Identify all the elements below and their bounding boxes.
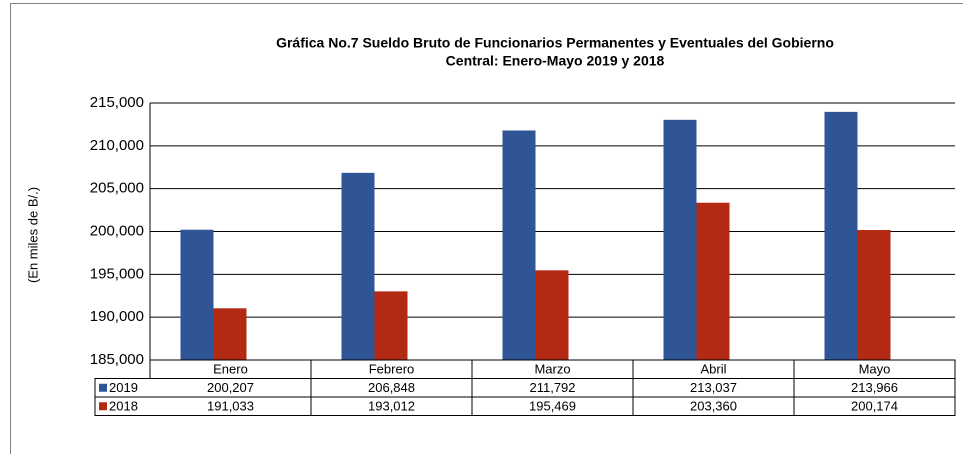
bar <box>180 229 214 360</box>
bar <box>696 202 730 360</box>
bar <box>374 291 408 360</box>
y-tick-label: 185,000 <box>90 351 144 368</box>
table-value: 191,033 <box>207 399 254 414</box>
legend-swatch <box>99 402 107 411</box>
x-tick-label: Enero <box>213 362 248 377</box>
y-tick-label: 205,000 <box>90 180 144 197</box>
bar <box>341 172 375 360</box>
chart-border <box>10 3 963 454</box>
x-tick-label: Abril <box>700 362 726 377</box>
bar <box>535 270 569 360</box>
table-value: 200,174 <box>851 399 898 414</box>
x-tick-label: Marzo <box>534 362 570 377</box>
y-tick-label: 200,000 <box>90 222 144 239</box>
table-value: 213,037 <box>690 380 737 395</box>
table-value: 200,207 <box>207 380 254 395</box>
y-tick-label: 210,000 <box>90 137 144 154</box>
table-value: 195,469 <box>529 399 576 414</box>
bar <box>213 308 247 360</box>
y-axis-label: (En miles de B/.) <box>25 187 40 283</box>
table-value: 211,792 <box>529 380 575 395</box>
bar <box>502 130 536 360</box>
bar <box>663 119 697 360</box>
y-tick-label: 190,000 <box>90 308 144 325</box>
legend-label: 2018 <box>109 399 138 414</box>
legend-label: 2019 <box>109 380 138 395</box>
y-tick-label: 195,000 <box>90 265 144 282</box>
bar <box>824 111 858 360</box>
bar <box>857 230 891 360</box>
legend-swatch <box>99 383 107 392</box>
chart-title: Gráfica No.7 Sueldo Bruto de Funcionario… <box>276 35 834 51</box>
x-tick-label: Febrero <box>369 362 415 377</box>
table-value: 203,360 <box>690 399 737 414</box>
x-tick-label: Mayo <box>859 362 891 377</box>
table-value: 213,966 <box>851 380 898 395</box>
y-tick-label: 215,000 <box>90 94 144 111</box>
table-value: 193,012 <box>368 399 415 414</box>
table-value: 206,848 <box>368 380 415 395</box>
chart-title: Central: Enero-Mayo 2019 y 2018 <box>446 53 665 69</box>
